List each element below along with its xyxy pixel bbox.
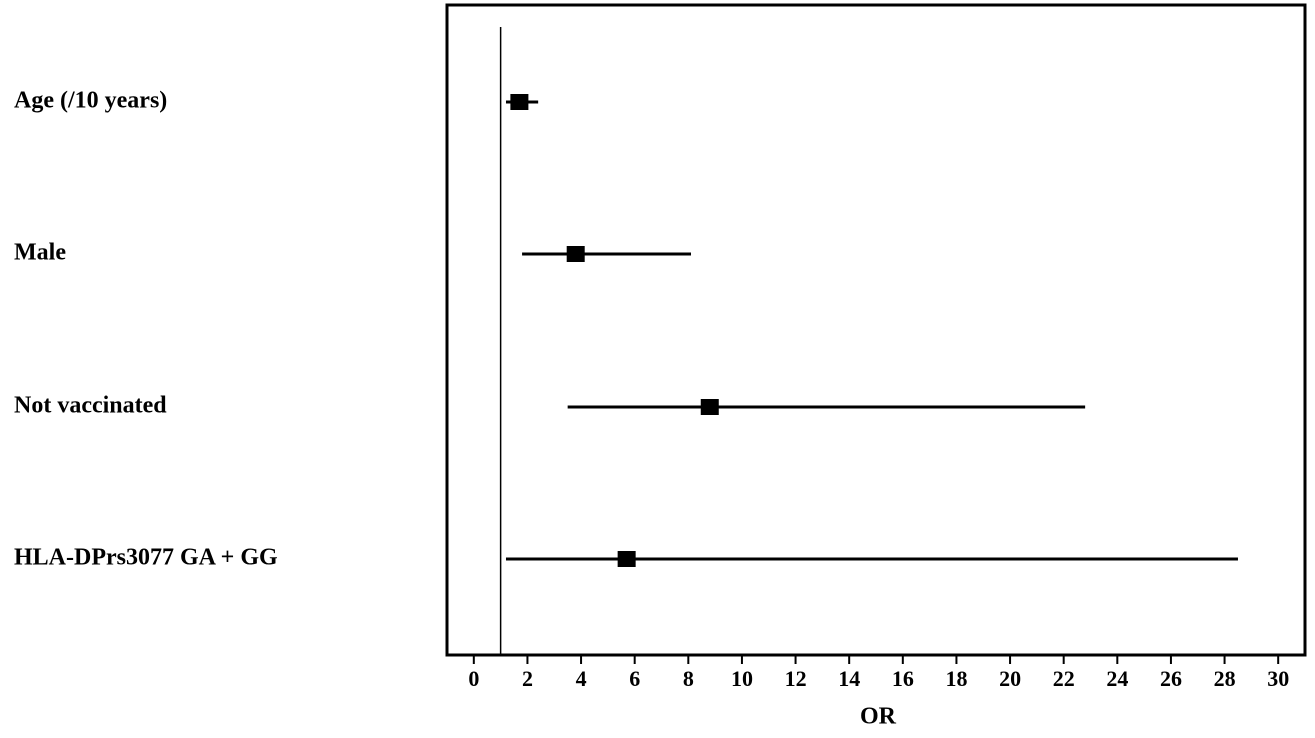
plot-frame: [445, 3, 1307, 657]
x-tick-label: 6: [629, 666, 640, 691]
x-tick-label: 8: [683, 666, 694, 691]
x-tick-label: 26: [1160, 666, 1182, 691]
x-tick-label: 2: [522, 666, 533, 691]
x-tick-label: 4: [576, 666, 587, 691]
category-label: Not vaccinated: [14, 393, 167, 419]
x-tick-label: 18: [945, 666, 967, 691]
x-tick-label: 16: [892, 666, 914, 691]
category-label: Age (/10 years): [14, 88, 167, 114]
category-label: Male: [14, 240, 66, 266]
x-tick-label: 22: [1053, 666, 1075, 691]
x-tick-label: 14: [838, 666, 860, 691]
point-estimate: [700, 399, 719, 415]
x-tick-label: 12: [785, 666, 807, 691]
x-tick-label: 24: [1106, 666, 1128, 691]
category-label: HLA-DPrs3077 GA + GG: [14, 545, 278, 571]
x-tick-label: 20: [999, 666, 1021, 691]
x-tick-label: 0: [468, 666, 479, 691]
point-estimate: [510, 94, 529, 110]
x-tick-label: 30: [1267, 666, 1289, 691]
x-tick-label: 28: [1214, 666, 1236, 691]
point-estimate: [566, 246, 585, 262]
point-estimate: [617, 551, 636, 567]
x-axis-title: OR: [860, 704, 897, 730]
x-tick-label: 10: [731, 666, 753, 691]
